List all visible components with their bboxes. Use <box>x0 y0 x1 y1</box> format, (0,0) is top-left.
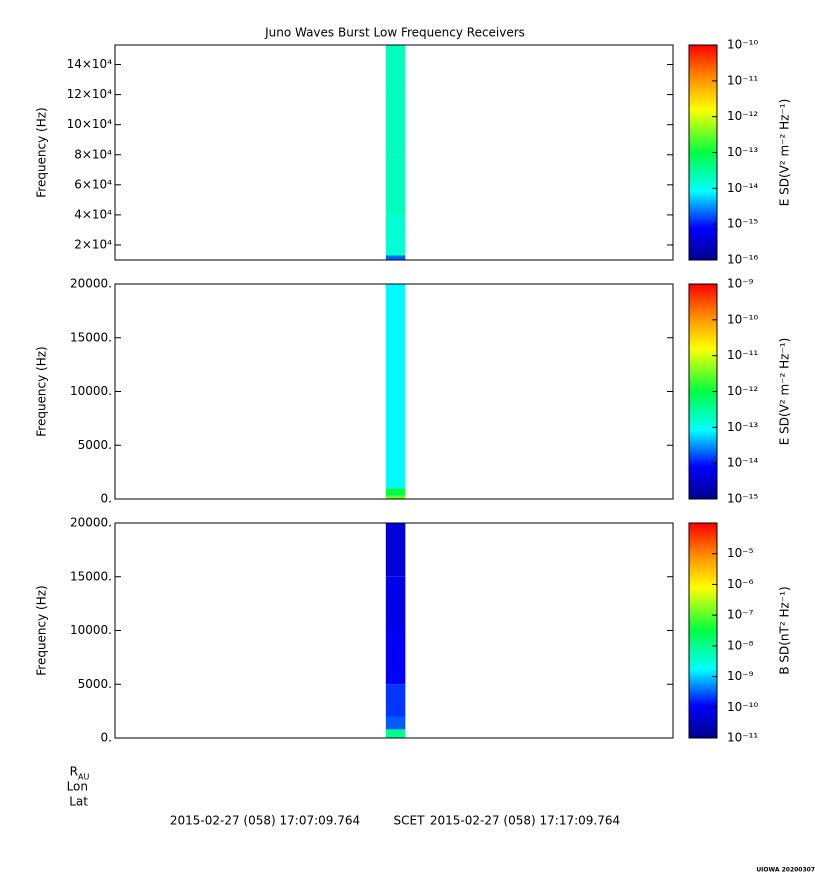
colorbar-label: E SD(V² m⁻² Hz⁻¹) <box>778 99 792 207</box>
colorbar-tick-label: 10⁻¹¹ <box>727 73 758 87</box>
colorbar-tick-label: 10⁻¹¹ <box>727 348 758 362</box>
colorbar-tick-label: 10⁻⁷ <box>727 608 754 622</box>
colorbar-label: B SD(nT² Hz⁻¹) <box>778 586 792 674</box>
colorbar-tick-label: 10⁻¹⁵ <box>727 217 758 231</box>
start-time: 2015-02-27 (058) 17:07:09.764 <box>170 814 360 828</box>
y-tick-label: 4×10⁴ <box>74 207 112 221</box>
y-tick-label: 8×10⁴ <box>74 147 112 161</box>
spectral-cell <box>385 154 406 215</box>
title: Juno Waves Burst Low Frequency Receivers <box>264 26 525 40</box>
colorbar-tick-label: 10⁻¹⁶ <box>727 253 758 267</box>
frame: SCET <box>394 814 426 828</box>
colorbar-tick-label: 10⁻¹⁴ <box>727 181 758 195</box>
spectral-cell <box>385 45 406 95</box>
spectral-cell <box>385 523 406 577</box>
y-tick-label: 0. <box>101 492 112 506</box>
spectral-cell <box>385 495 406 499</box>
y-tick-label: 5000. <box>78 677 112 691</box>
y-tick-label: 10000. <box>70 623 112 637</box>
colorbar-tick-label: 10⁻¹² <box>727 384 758 398</box>
colorbar-label: E SD(V² m⁻² Hz⁻¹) <box>778 338 792 446</box>
colorbar-tick-label: 10⁻⁸ <box>727 638 754 652</box>
ephemeris-label: R <box>70 765 78 779</box>
ephemeris-subscript: AU <box>78 773 89 782</box>
colorbar-tick-label: 10⁻¹⁵ <box>727 492 758 506</box>
y-tick-label: 14×10⁴ <box>67 57 113 71</box>
colorbar-tick-label: 10⁻⁹ <box>727 277 754 291</box>
spectral-cell <box>385 255 406 260</box>
spectral-cell <box>385 284 406 489</box>
end-time: 2015-02-27 (058) 17:17:09.764 <box>430 814 620 828</box>
colorbar-tick-label: 10⁻¹⁴ <box>727 456 758 470</box>
y-tick-label: 2×10⁴ <box>74 237 112 251</box>
spectral-cell <box>385 716 406 730</box>
spectral-cell <box>385 630 406 685</box>
y-tick-label: 10×10⁴ <box>67 117 113 131</box>
ephemeris-label: Lat <box>69 795 88 809</box>
colorbar-tick-label: 10⁻⁶ <box>727 577 754 591</box>
y-axis-label: Frequency (Hz) <box>35 107 49 198</box>
y-tick-label: 12×10⁴ <box>67 87 113 101</box>
y-tick-label: 6×10⁴ <box>74 177 112 191</box>
y-tick-label: 20000. <box>70 516 112 530</box>
colorbar-tick-label: 10⁻¹⁰ <box>727 312 758 326</box>
colorbar-tick-label: 10⁻¹³ <box>727 420 758 434</box>
spectral-cell <box>385 729 406 738</box>
colorbar-tick-label: 10⁻⁵ <box>727 546 754 560</box>
colorbar-tick-label: 10⁻¹¹ <box>727 731 758 745</box>
colorbar-tick-label: 10⁻¹³ <box>727 145 758 159</box>
spectral-cell <box>385 94 406 155</box>
plot-frame <box>114 44 674 261</box>
spectral-cell <box>385 214 406 256</box>
colorbar-tick-label: 10⁻¹² <box>727 109 758 123</box>
spectral-cell <box>385 576 406 631</box>
y-tick-label: 10000. <box>70 384 112 398</box>
colorbar-tick-label: 10⁻⁹ <box>727 669 754 683</box>
ephemeris-label: Lon <box>67 780 88 794</box>
spectral-cell <box>385 684 406 717</box>
colorbar <box>688 522 718 739</box>
colorbar-tick-label: 10⁻¹⁰ <box>727 700 758 714</box>
credit: UIOWA 20200307 <box>756 867 815 874</box>
y-tick-label: 5000. <box>78 438 112 452</box>
y-tick-label: 15000. <box>70 330 112 344</box>
y-tick-label: 20000. <box>70 277 112 291</box>
spectral-cell <box>385 488 406 496</box>
y-axis-label: Frequency (Hz) <box>35 585 49 676</box>
colorbar-tick-label: 10⁻¹⁰ <box>727 38 758 52</box>
y-axis-label: Frequency (Hz) <box>35 346 49 437</box>
y-tick-label: 15000. <box>70 569 112 583</box>
y-tick-label: 0. <box>101 731 112 745</box>
